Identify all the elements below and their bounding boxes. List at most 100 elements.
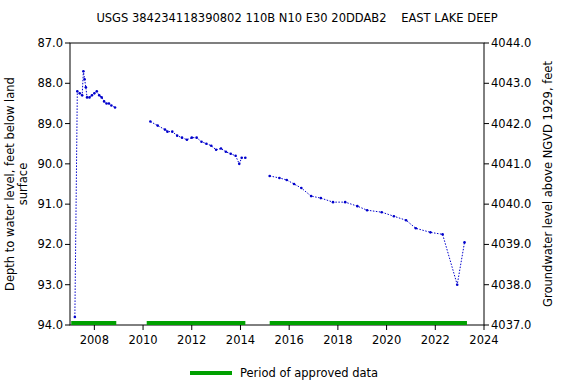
data-point (171, 130, 174, 133)
plot-frame (70, 43, 484, 325)
y-tick-label: 94.0 (37, 318, 63, 332)
data-point (366, 209, 369, 212)
approved-period (147, 321, 246, 325)
y-tick-label: 93.0 (37, 278, 63, 292)
y2-tick (484, 244, 489, 245)
y2-tick (484, 123, 489, 124)
y-tick (65, 123, 70, 124)
x-tick-label: 2008 (80, 333, 109, 347)
data-point (114, 106, 117, 109)
data-point (229, 152, 232, 155)
y-tick-label: 91.0 (37, 197, 63, 211)
data-point (240, 157, 243, 160)
data-point (215, 148, 218, 151)
y-tick-label: 87.0 (37, 36, 63, 50)
data-point (98, 94, 101, 97)
data-point (380, 211, 383, 214)
data-point (105, 102, 108, 105)
data-point (149, 120, 152, 123)
x-tick (289, 325, 290, 330)
data-point (205, 142, 208, 145)
y2-tick-label: 4042.0 (491, 117, 531, 131)
data-point (344, 201, 347, 204)
data-point (108, 102, 111, 105)
data-point (356, 205, 359, 208)
data-point (156, 124, 159, 127)
data-point (78, 92, 81, 95)
y2-tick (484, 325, 489, 326)
data-point (103, 100, 106, 103)
y-tick-label: 89.0 (37, 117, 63, 131)
data-point (110, 104, 113, 107)
data-point (93, 92, 96, 95)
data-point (463, 241, 466, 244)
x-tick (240, 325, 241, 330)
data-point (74, 316, 77, 319)
y2-axis-label: Groundwater level above NGVD 1929, feet (541, 61, 555, 307)
y-tick-label: 90.0 (37, 157, 63, 171)
y2-tick (484, 43, 489, 44)
data-point (86, 96, 89, 99)
data-point (310, 195, 313, 198)
y-tick (65, 43, 70, 44)
data-point (85, 86, 88, 89)
data-point (76, 90, 79, 93)
data-point (393, 215, 396, 218)
x-tick-label: 2024 (469, 333, 498, 347)
data-point (83, 78, 86, 81)
chart: USGS 384234118390802 110B N10 E30 20DDAB… (0, 0, 576, 384)
approved-period (270, 321, 467, 325)
data-point (456, 283, 459, 286)
data-point (300, 187, 303, 190)
series-line (75, 71, 465, 317)
y2-tick (484, 83, 489, 84)
x-tick-label: 2010 (128, 333, 157, 347)
x-tick (386, 325, 387, 330)
plot-data (71, 70, 467, 325)
x-tick (435, 325, 436, 330)
y-tick (65, 325, 70, 326)
x-tick-label: 2014 (226, 333, 255, 347)
title: USGS 384234118390802 110B N10 E30 20DDAB… (96, 11, 497, 25)
data-point (195, 136, 198, 139)
y2-tick (484, 204, 489, 205)
data-point (238, 163, 241, 166)
y-axis-label: Depth to water level, feet below land (3, 77, 17, 291)
approved-period (71, 321, 116, 325)
x-tick (337, 325, 338, 330)
y-tick-label: 88.0 (37, 76, 63, 90)
y2-tick-label: 4043.0 (491, 76, 531, 90)
data-point (293, 183, 296, 186)
y2-tick (484, 163, 489, 164)
y-tick (65, 83, 70, 84)
data-point (285, 179, 288, 182)
data-point (268, 175, 271, 178)
y2-tick-label: 4039.0 (491, 237, 531, 251)
y-tick (65, 244, 70, 245)
y-axis-label: surface (16, 163, 30, 206)
data-point (91, 94, 94, 97)
data-point (190, 136, 193, 139)
x-tick-label: 2012 (177, 333, 206, 347)
legend-label: Period of approved data (240, 366, 378, 380)
data-point (429, 231, 432, 234)
x-tick (484, 325, 485, 330)
y-tick (65, 284, 70, 285)
x-tick-label: 2018 (323, 333, 352, 347)
data-point (81, 94, 84, 97)
x-tick-label: 2022 (421, 333, 450, 347)
x-tick (143, 325, 144, 330)
data-point (200, 140, 203, 143)
data-point (405, 219, 408, 222)
data-point (100, 96, 103, 99)
y2-tick-label: 4037.0 (491, 318, 531, 332)
y2-tick-label: 4044.0 (491, 36, 531, 50)
x-tick-label: 2020 (372, 333, 401, 347)
data-point (82, 70, 85, 73)
data-point (332, 201, 335, 204)
y-tick-label: 92.0 (37, 237, 63, 251)
data-point (244, 157, 247, 160)
x-tick (191, 325, 192, 330)
y-tick (65, 163, 70, 164)
legend: Period of approved data (190, 366, 378, 380)
